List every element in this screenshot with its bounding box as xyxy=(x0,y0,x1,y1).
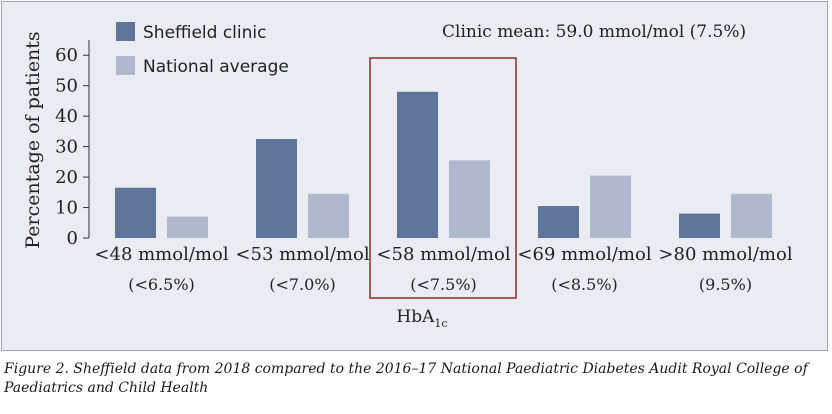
y-tick-label: 10 xyxy=(55,198,78,219)
bar-national-1 xyxy=(308,193,349,238)
bar-national-4 xyxy=(731,193,772,238)
legend-swatch xyxy=(116,22,135,41)
y-tick-label: 0 xyxy=(67,228,78,249)
bar-national-0 xyxy=(167,216,208,238)
legend-swatch xyxy=(116,56,135,75)
y-tick-label: 60 xyxy=(55,45,78,66)
chart-axes: 0 10 20 30 40 50 60 Percentage of patients xyxy=(22,31,90,249)
x-tick-label: <48 mmol/mol xyxy=(94,244,228,265)
x-tick-sublabel: (<7.5%) xyxy=(410,275,477,294)
chart-panel: 0 10 20 30 40 50 60 Percentage of patients <48 … xyxy=(1,1,828,351)
x-tick-label: <58 mmol/mol xyxy=(376,244,510,265)
y-tick-label: 50 xyxy=(55,76,78,97)
bar-sheffield-4 xyxy=(679,213,720,238)
x-axis-title: HbA1c xyxy=(396,307,447,330)
y-tick-label: 30 xyxy=(55,137,78,158)
clinic-mean-annotation: Clinic mean: 59.0 mmol/mol (7.5%) xyxy=(442,22,746,42)
bar-sheffield-1 xyxy=(256,139,297,238)
bar-sheffield-2 xyxy=(397,91,438,239)
highlight-box xyxy=(369,57,517,299)
bar-chart: 0 10 20 30 40 50 60 Percentage of patients <48 … xyxy=(22,22,793,330)
bar-national-2 xyxy=(449,160,490,238)
x-tick-sublabel: (<8.5%) xyxy=(551,275,618,294)
legend-label: National average xyxy=(143,57,289,77)
figure-caption: Figure 2. Sheffield data from 2018 compa… xyxy=(4,361,808,396)
y-tick-label: 20 xyxy=(55,167,78,188)
x-tick-sublabel: (9.5%) xyxy=(699,275,752,294)
bar-sheffield-3 xyxy=(538,206,579,238)
y-tick-label: 40 xyxy=(55,106,78,127)
chart-legend: Sheffield clinic National average xyxy=(116,22,289,77)
x-tick-label: <69 mmol/mol xyxy=(517,244,651,265)
bar-sheffield-0 xyxy=(115,187,156,238)
bar-national-3 xyxy=(590,175,631,238)
chart-bars xyxy=(115,91,772,239)
y-axis-title: Percentage of patients xyxy=(22,31,44,248)
x-tick-sublabel: (<7.0%) xyxy=(269,275,336,294)
x-tick-label: <53 mmol/mol xyxy=(235,244,369,265)
x-tick-sublabel: (<6.5%) xyxy=(128,275,195,294)
chart-labels: <48 mmol/mol (<6.5%) <53 mmol/mol (<7.0%) <5… xyxy=(94,22,792,330)
x-tick-label: >80 mmol/mol xyxy=(658,244,792,265)
legend-label: Sheffield clinic xyxy=(143,23,266,43)
